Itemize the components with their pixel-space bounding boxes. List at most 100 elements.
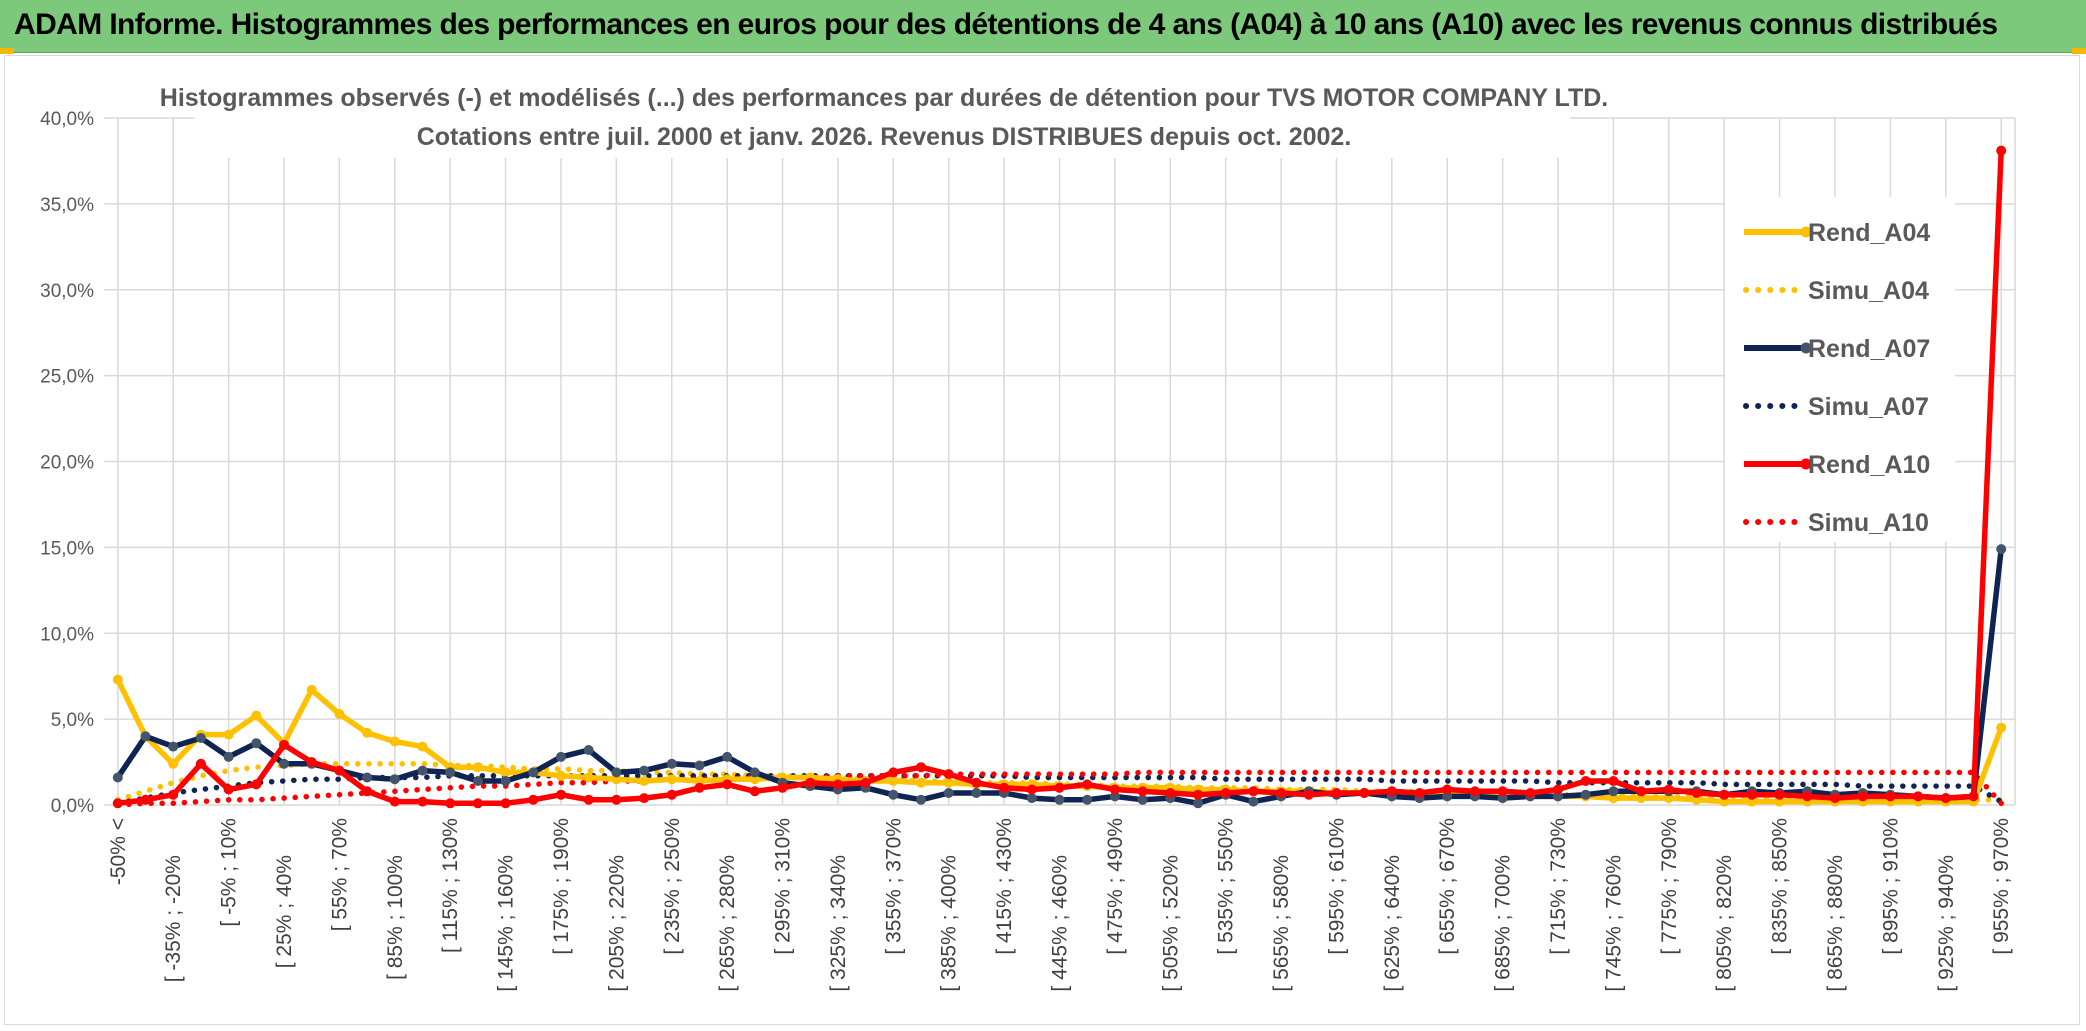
x-tick-label: [ 205% ; 220% [605, 855, 628, 992]
data-point [639, 765, 650, 776]
x-tick-label: [ 955% ; 970% [1990, 818, 2013, 955]
data-point [168, 741, 179, 752]
x-tick-label: [ 625% ; 640% [1381, 855, 1404, 992]
data-point [805, 777, 816, 788]
x-tick-label: [ 745% ; 760% [1602, 855, 1625, 992]
legend-label: Simu_A10 [1808, 509, 1929, 537]
data-point [916, 777, 926, 788]
series-line-simu-a04 [115, 761, 2004, 803]
legend-item-rend-a04: Rend_A04 [1744, 219, 1930, 247]
banner-accent-right [2072, 48, 2086, 54]
data-point [943, 769, 954, 780]
series-simu-a04 [115, 761, 2004, 803]
x-tick-label: [ 415% ; 430% [993, 818, 1016, 955]
x-tick-label: [ 445% ; 460% [1049, 855, 1072, 992]
x-tick-label: [ 25% ; 40% [273, 855, 296, 968]
data-point [306, 757, 317, 768]
x-tick-label: [ 355% ; 370% [882, 818, 905, 955]
data-point [1220, 788, 1231, 798]
data-point [1553, 791, 1563, 802]
x-tick-label: [ 565% ; 580% [1270, 855, 1293, 992]
y-tick-label: 30,0% [40, 281, 94, 302]
chart-legend: Rend_A04 Simu_A04 Rend_A07 Simu_A07 Rend_A10… [1725, 197, 1955, 542]
data-point [1774, 789, 1785, 800]
data-point [749, 786, 760, 797]
legend-label: Rend_A07 [1808, 335, 1930, 363]
series-simu-a07 [115, 773, 2004, 807]
x-tick-label: [ 925% ; 940% [1935, 855, 1958, 992]
x-tick-label: [ 475% ; 490% [1104, 818, 1127, 955]
report-banner: ADAM Informe. Histogrammes des performan… [0, 0, 2086, 53]
data-point [500, 767, 511, 778]
data-point [832, 779, 843, 790]
y-tick-label: 15,0% [40, 538, 94, 559]
data-point [916, 762, 926, 773]
data-point [445, 798, 456, 809]
legend-item-simu-a04: Simu_A04 [1743, 277, 1929, 305]
x-tick-label: [ 115% ; 130% [439, 818, 462, 953]
data-point [1165, 788, 1176, 798]
chart-title-block: Histogrammes observés (-) et modélisés (… [160, 72, 1608, 158]
data-point [223, 751, 234, 762]
data-point [140, 794, 151, 805]
data-point [1940, 793, 1951, 804]
chart-grid [104, 117, 2016, 806]
x-axis: -50% < [ -35% ; -20% [ -5% ; 10% [ 25% ; 40… [107, 818, 2013, 992]
x-tick-label: [ -5% ; 10% [218, 818, 241, 927]
x-tick-label: [ 505% ; 520% [1159, 855, 1182, 992]
data-point [528, 767, 539, 778]
data-point [556, 751, 566, 762]
data-point [694, 782, 705, 793]
x-tick-label: [ 865% ; 880% [1824, 855, 1847, 992]
data-point [1469, 786, 1480, 797]
legend-item-rend-a10: Rend_A10 [1744, 451, 1930, 479]
report-title: ADAM Informe. Histogrammes des performan… [14, 8, 1998, 41]
data-point [916, 794, 926, 805]
y-tick-label: 25,0% [40, 367, 94, 388]
data-point [1026, 784, 1037, 795]
data-point [1331, 788, 1342, 798]
x-tick-label: [ 295% ; 310% [772, 818, 795, 955]
data-point [1276, 788, 1287, 798]
data-point [1525, 788, 1536, 798]
data-point [389, 774, 400, 785]
data-point [362, 727, 373, 738]
data-point [1414, 788, 1425, 798]
y-tick-label: 20,0% [40, 453, 94, 474]
data-point [1248, 786, 1259, 797]
data-point [279, 758, 289, 769]
y-axis: 0,0% 5,0% 10,0% 15,0% 20,0% 25,0% 30,0% 35,0% 40… [40, 109, 94, 817]
chart-title-line2: Cotations entre juil. 2000 et janv. 2026… [417, 123, 1352, 151]
data-point [1054, 794, 1065, 805]
x-tick-label: [ 235% ; 250% [661, 818, 684, 955]
data-point [1553, 784, 1563, 795]
data-point [306, 684, 317, 695]
data-point [500, 798, 511, 809]
data-point [472, 776, 483, 786]
data-point [223, 729, 234, 740]
y-tick-label: 0,0% [51, 796, 94, 817]
data-point [556, 770, 566, 781]
data-point [1137, 794, 1148, 805]
data-point [1580, 776, 1591, 786]
data-point [943, 788, 954, 798]
data-point [1885, 791, 1896, 802]
y-tick-label: 35,0% [40, 195, 94, 216]
x-tick-label: [ -35% ; -20% [162, 855, 185, 982]
chart-title-line1: Histogrammes observés (-) et modélisés (… [160, 84, 1608, 112]
x-tick-label: [ 385% ; 400% [938, 855, 961, 992]
data-point [1996, 145, 2007, 156]
data-point [1054, 782, 1065, 793]
data-point [666, 758, 677, 769]
data-point [1913, 791, 1924, 802]
data-point [1082, 779, 1093, 790]
data-point [999, 782, 1010, 793]
data-point [694, 760, 705, 771]
data-point [1497, 786, 1508, 797]
data-point [1109, 791, 1120, 802]
data-point [1857, 791, 1868, 802]
data-point [1996, 722, 2007, 733]
chart-title-background [195, 72, 1570, 158]
data-point [1026, 793, 1037, 804]
